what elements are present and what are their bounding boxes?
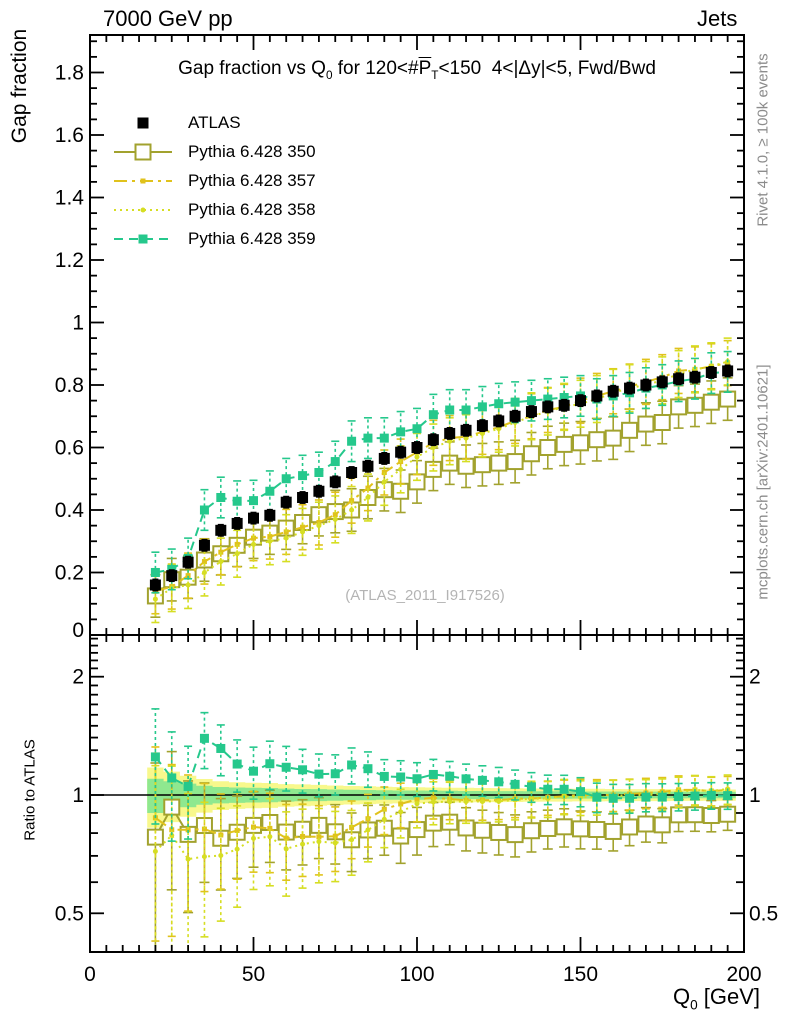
title-pbar: P (418, 58, 432, 79)
x-title-sub: 0 (690, 997, 698, 1013)
legend-label: Pythia 6.428 350 (188, 141, 316, 161)
analysis-id-watermark: (ATLAS_2011_I917526) (345, 587, 505, 604)
legend-item-pythia-358: Pythia 6.428 358 (112, 195, 316, 224)
pythia-357-marker-icon (114, 178, 172, 183)
tick-label: 1.6 (55, 124, 84, 147)
tick-label: 1.4 (55, 187, 85, 210)
ratio-y-axis-title: Ratio to ATLAS (21, 739, 39, 841)
tick-label: 0.6 (55, 437, 84, 460)
analysis-type-label: Jets (697, 6, 738, 31)
title-pre: Gap fraction vs Q (178, 58, 326, 79)
tick-label: 0 (72, 619, 84, 642)
legend-item-atlas: ATLAS (112, 108, 316, 137)
tick-label: 200 (726, 963, 761, 986)
tick-label: 1 (72, 312, 84, 335)
tick-label: 0.2 (55, 562, 84, 585)
tick-label: 0.5 (55, 902, 84, 925)
legend-item-pythia-350: Pythia 6.428 350 (112, 137, 316, 166)
tick-label: 1 (72, 784, 84, 807)
legend-label: Pythia 6.428 357 (188, 170, 316, 190)
tick-label: 50 (242, 963, 265, 986)
title-q-sub: 0 (325, 68, 333, 82)
tick-label: 100 (399, 963, 434, 986)
title-post: <150 4<|Δy|<5, Fwd/Bwd (438, 58, 656, 79)
tick-label: 0.5 (749, 902, 778, 925)
legend-item-pythia-359: Pythia 6.428 359 (112, 224, 316, 253)
title-pt-sub: T (431, 68, 439, 82)
rivet-version-note: Rivet 4.1.0, ≥ 100k events (754, 53, 772, 227)
legend: ATLAS Pythia 6.428 350 Pythia 6.428 357 … (112, 108, 316, 253)
tick-label: 2 (749, 666, 761, 689)
pythia-359-marker-icon (114, 234, 172, 243)
tick-label: 150 (563, 963, 598, 986)
legend-label: ATLAS (188, 112, 241, 132)
tick-label: 1 (749, 784, 761, 807)
axes: 0 0.2 0.4 0.6 0.8 1 1.2 1.4 1.6 1.8 0.5 0.5 1 1 2 2 0 50 1… (55, 34, 778, 986)
legend-label: Pythia 6.428 358 (188, 199, 316, 219)
pythia-350-marker-icon (114, 143, 172, 160)
tick-label: 1.8 (55, 62, 84, 85)
atlas-marker-icon (137, 117, 149, 128)
x-title-base: Q (672, 984, 691, 1009)
beam-energy-label: 7000 GeV pp (103, 6, 233, 31)
mcplots-arxiv-note: mcplots.cern.ch [arXiv:2401.10621] (754, 364, 772, 600)
main-panel-content (146, 337, 737, 624)
x-title-unit: [GeV] (697, 984, 760, 1009)
plot-title: Gap fraction vs Q0 for 120<#PT<150 4<|Δy… (90, 58, 744, 82)
tick-label: 2 (72, 666, 84, 689)
x-axis-title: Q0 [GeV] (600, 984, 760, 1012)
legend-item-pythia-357: Pythia 6.428 357 (112, 166, 316, 195)
tick-label: 0 (84, 963, 96, 986)
ratio-panel-content (90, 708, 744, 952)
tick-label: 0.4 (55, 499, 85, 522)
tick-label: 1.2 (55, 249, 84, 272)
tick-label: 0.8 (55, 374, 84, 397)
main-y-axis-title: Gap fraction (8, 28, 31, 144)
legend-label: Pythia 6.428 359 (188, 228, 316, 248)
pythia-358-marker-icon (114, 207, 172, 212)
title-mid: for 120<# (332, 58, 419, 79)
